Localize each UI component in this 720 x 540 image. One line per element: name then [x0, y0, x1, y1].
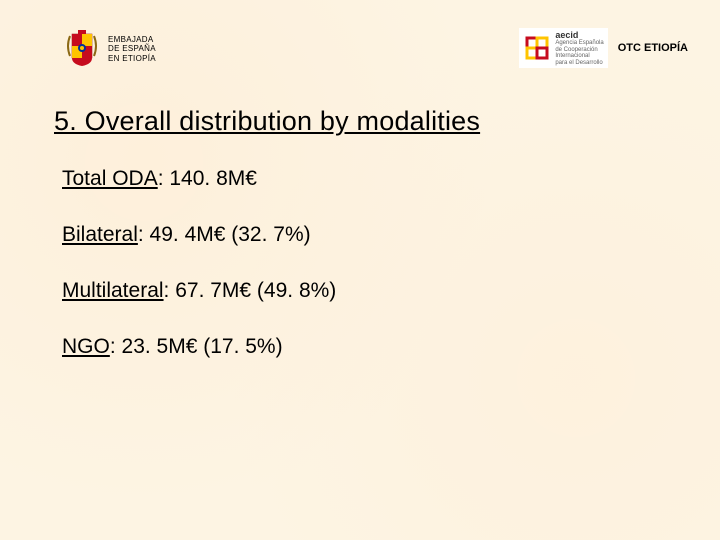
- data-line-total: Total ODA: 140. 8M€: [62, 167, 720, 191]
- data-line-bilateral: Bilateral: 49. 4M€ (32. 7%): [62, 223, 720, 247]
- page-title: 5. Overall distribution by modalities: [54, 106, 720, 137]
- data-line-ngo: NGO: 23. 5M€ (17. 5%): [62, 335, 720, 359]
- label-bilateral: Bilateral: [62, 223, 138, 246]
- header: EMBAJADA DE ESPAÑA EN ETIOPÍA aecid Agen…: [0, 0, 720, 70]
- embassy-line3: EN ETIOPÍA: [108, 54, 156, 64]
- embassy-line1: EMBAJADA: [108, 35, 156, 45]
- label-ngo: NGO: [62, 335, 110, 358]
- spain-coat-of-arms-icon: [64, 28, 100, 70]
- label-total: Total ODA: [62, 167, 158, 190]
- aecid-logo: aecid Agencia Española de Cooperación In…: [519, 28, 607, 68]
- otc-label: OTC ETIOPÍA: [618, 42, 688, 54]
- aecid-sub3: Internacional: [555, 53, 603, 60]
- value-bilateral: : 49. 4M€ (32. 7%): [138, 223, 311, 246]
- embassy-text: EMBAJADA DE ESPAÑA EN ETIOPÍA: [108, 35, 156, 64]
- right-header-group: aecid Agencia Española de Cooperación In…: [519, 28, 688, 68]
- aecid-sub2: de Cooperación: [555, 47, 603, 54]
- aecid-title: aecid: [555, 30, 603, 40]
- value-total: : 140. 8M€: [158, 167, 257, 190]
- value-multilateral: : 67. 7M€ (49. 8%): [164, 279, 337, 302]
- aecid-symbol-icon: [523, 34, 551, 62]
- aecid-sub1: Agencia Española: [555, 40, 603, 47]
- left-header-group: EMBAJADA DE ESPAÑA EN ETIOPÍA: [64, 28, 156, 70]
- data-line-multilateral: Multilateral: 67. 7M€ (49. 8%): [62, 279, 720, 303]
- aecid-text-block: aecid Agencia Española de Cooperación In…: [555, 30, 603, 66]
- label-multilateral: Multilateral: [62, 279, 164, 302]
- embassy-line2: DE ESPAÑA: [108, 44, 156, 54]
- aecid-sub4: para el Desarrollo: [555, 60, 603, 67]
- value-ngo: : 23. 5M€ (17. 5%): [110, 335, 283, 358]
- content-block: Total ODA: 140. 8M€ Bilateral: 49. 4M€ (…: [0, 137, 720, 359]
